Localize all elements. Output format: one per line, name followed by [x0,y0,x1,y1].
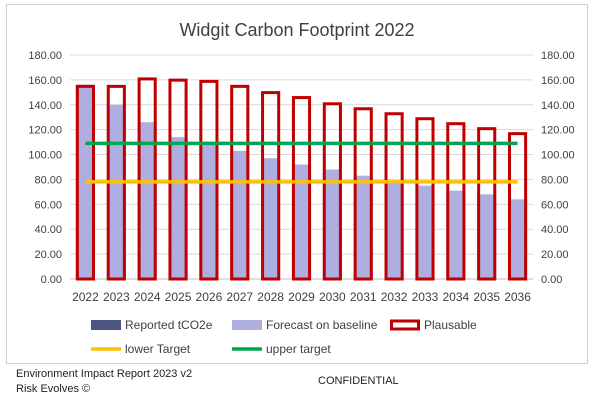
y-tick-label-right: 60.00 [541,199,569,211]
y-tick-label-right: 160.00 [541,75,575,87]
y-tick-label-right: 80.00 [541,174,569,186]
x-tick-label: 2023 [103,290,130,304]
y-tick-label-right: 140.00 [541,100,575,112]
x-tick-label: 2034 [442,290,469,304]
bar-forecast [322,169,342,279]
bar-plausable [477,127,497,281]
x-tick-label: 2029 [288,290,315,304]
bar-forecast [168,137,188,279]
bar-forecast [137,122,157,279]
bar-forecast [106,104,126,280]
x-tick-label: 2036 [504,290,531,304]
y-tick-label-right: 0.00 [541,274,562,286]
y-tick-label-left: 160.00 [28,75,62,87]
y-tick-label-left: 60.00 [34,199,62,211]
footer-copyright: Risk Evolves © [16,383,91,395]
bar-plausable [291,96,312,281]
chart-title: Widgit Carbon Footprint 2022 [179,20,414,40]
bar-plausable [384,112,404,281]
bar-plausable [322,102,342,281]
footer-report-name: Environment Impact Report 2023 v2 [16,368,193,380]
bar-forecast [477,194,497,279]
y-tick-label-left: 180.00 [28,50,62,62]
bar-forecast [261,158,281,279]
bar-forecast [353,175,373,279]
y-tick-label-right: 180.00 [541,50,575,62]
y-tick-label-left: 40.00 [34,224,62,236]
bar-plausable [507,132,528,281]
legend-label: lower Target [125,342,191,356]
x-tick-label: 2025 [165,290,192,304]
y-tick-label-left: 20.00 [34,249,62,261]
bar-forecast [384,180,404,279]
legend-key-reported-tco2e [91,320,121,330]
legend-label: Plausable [424,318,477,332]
y-tick-label-left: 120.00 [28,125,62,137]
bar-forecast [415,185,435,279]
y-tick-label-left: 140.00 [28,100,62,112]
y-tick-label-left: 0.00 [41,274,62,286]
bar-forecast [446,190,466,279]
y-tick-label-right: 40.00 [541,224,569,236]
bar-forecast [291,164,312,279]
chart-frame: Widgit Carbon Footprint 2022 0.00 0.00 20.… [6,4,588,364]
legend-key-plausable [390,319,420,331]
bar-forecast [507,199,528,279]
x-tick-label: 2035 [473,290,500,304]
bar-plausable [261,91,281,281]
x-tick-label: 2024 [134,290,161,304]
legend-label: upper target [266,342,331,356]
x-tick-label: 2026 [196,290,223,304]
footer-confidential: CONFIDENTIAL [318,375,399,387]
legend-label: Forecast on baseline [266,318,378,332]
legend-label: Reported tCO2e [125,318,213,332]
x-tick-label: 2031 [350,290,377,304]
y-tick-label-right: 120.00 [541,125,575,137]
y-tick-label-right: 20.00 [541,249,569,261]
y-tick-label-left: 100.00 [28,150,62,162]
legend-key-forecast-on-baseline [232,320,262,330]
bar-plausable [415,117,435,281]
bar-plausable [353,107,373,281]
x-tick-label: 2027 [226,290,253,304]
x-tick-label: 2028 [257,290,284,304]
x-tick-label: 2032 [381,290,408,304]
x-tick-label: 2033 [412,290,439,304]
chart: Widgit Carbon Footprint 2022 0.00 0.00 20.… [28,20,575,356]
y-tick-label-left: 80.00 [34,174,62,186]
x-tick-label: 2022 [72,290,99,304]
bar-plausable [446,122,466,281]
x-tick-label: 2030 [319,290,346,304]
bar-plausable [137,77,157,281]
y-tick-label-right: 100.00 [541,150,575,162]
bar-plausable [168,78,188,281]
bar-forecast [199,144,219,279]
